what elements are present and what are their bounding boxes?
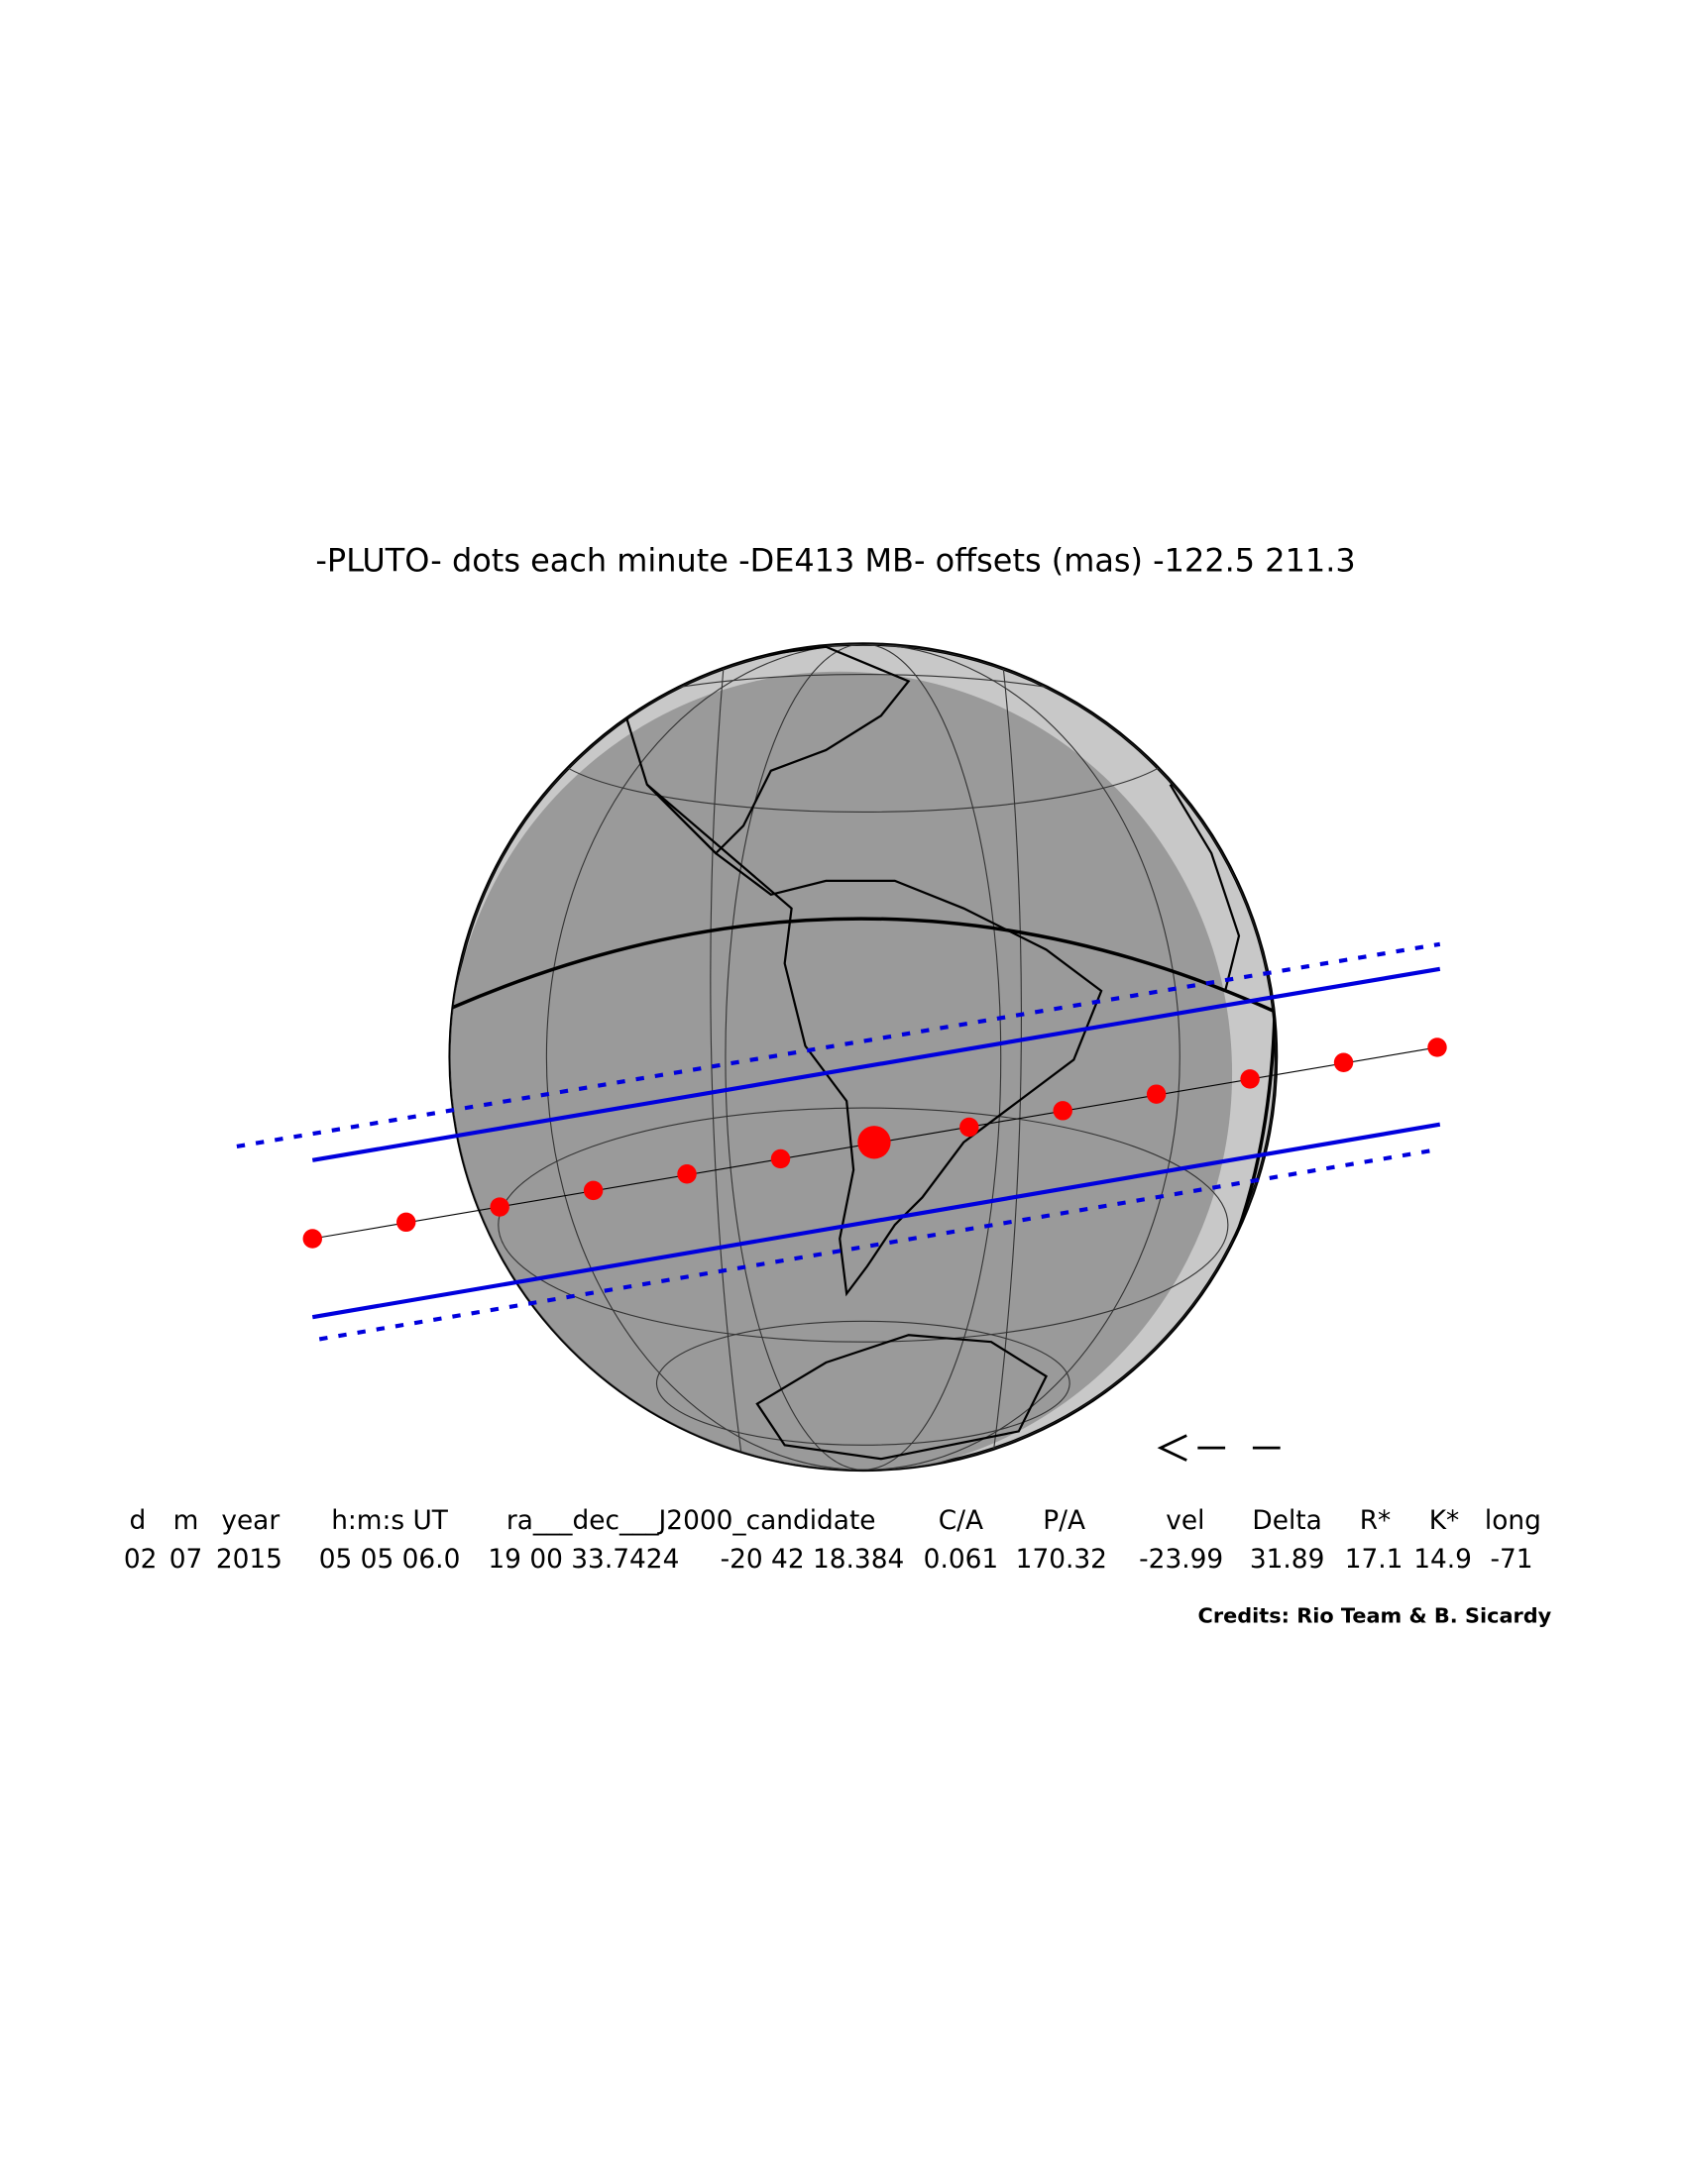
value-cell: 170.32 xyxy=(1016,1545,1107,1575)
minute-dot xyxy=(583,1180,604,1201)
minute-dot xyxy=(1146,1084,1167,1104)
direction-arrow xyxy=(1157,1434,1281,1462)
closest-approach-dot xyxy=(857,1126,891,1159)
value-cell: 14.9 xyxy=(1413,1545,1472,1575)
header-cell: ra___dec___J2000_candidate xyxy=(506,1506,876,1536)
header-cell: vel xyxy=(1166,1506,1204,1536)
value-cell: -23.99 xyxy=(1139,1545,1223,1575)
value-cell: 19 00 33.7424 xyxy=(488,1545,679,1575)
value-cell: 05 05 06.0 xyxy=(319,1545,461,1575)
header-cell: R* xyxy=(1360,1506,1392,1536)
credits: Credits: Rio Team & B. Sicardy xyxy=(1198,1603,1552,1627)
minute-dot xyxy=(1240,1069,1260,1089)
value-row: 02 07 2015 05 05 06.0 19 00 33.7424 -20 42 18… xyxy=(124,1545,1533,1575)
minute-dot xyxy=(770,1148,791,1169)
value-cell: 0.061 xyxy=(924,1545,999,1575)
header-row: d m year h:m:s UT ra___dec___J2000_candidate… xyxy=(130,1506,1541,1536)
header-cell: K* xyxy=(1429,1506,1459,1536)
minute-dot xyxy=(959,1117,979,1138)
value-cell: 07 xyxy=(169,1545,203,1575)
value-cell: 31.89 xyxy=(1250,1545,1325,1575)
minute-dot xyxy=(677,1164,697,1184)
header-cell: Delta xyxy=(1252,1506,1321,1536)
minute-dot xyxy=(1333,1052,1354,1072)
header-cell: h:m:s UT xyxy=(331,1506,449,1536)
header-cell: long xyxy=(1485,1506,1541,1536)
shadow-limits xyxy=(236,941,1441,1342)
minute-dot xyxy=(396,1212,416,1233)
title: -PLUTO- dots each minute -DE413 MB- offs… xyxy=(315,541,1355,579)
centrality-path xyxy=(302,1037,1447,1249)
value-cell: 02 xyxy=(124,1545,158,1575)
globe xyxy=(448,642,1279,1473)
header-cell: year xyxy=(221,1506,280,1536)
minute-dot xyxy=(302,1229,322,1249)
header-cell: C/A xyxy=(939,1506,983,1536)
value-cell: 17.1 xyxy=(1345,1545,1404,1575)
value-cell: -20 42 18.384 xyxy=(721,1545,905,1575)
header-cell: d xyxy=(130,1506,147,1536)
uncertainty-limit xyxy=(318,1147,1441,1342)
value-cell: 2015 xyxy=(216,1545,282,1575)
header-cell: m xyxy=(173,1506,199,1536)
header-cell: P/A xyxy=(1043,1506,1085,1536)
shadow-edge xyxy=(311,1122,1441,1320)
value-cell: -71 xyxy=(1490,1545,1532,1575)
minute-dot xyxy=(490,1197,509,1217)
minute-dot xyxy=(1053,1101,1072,1121)
minute-dot xyxy=(1427,1037,1447,1057)
shadow-edge xyxy=(311,966,1441,1162)
